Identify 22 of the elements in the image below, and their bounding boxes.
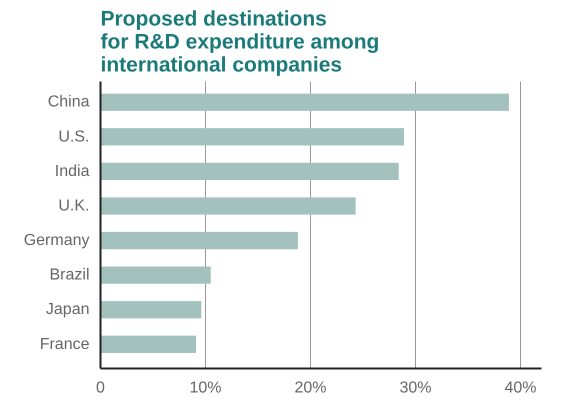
x-tick-label: 0 xyxy=(96,380,106,396)
y-tick-label: U.S. xyxy=(58,128,90,146)
y-tick-label: U.K. xyxy=(58,197,90,214)
bar xyxy=(100,94,509,111)
x-tick-label: 10% xyxy=(189,380,222,396)
y-tick-label: Germany xyxy=(24,232,90,250)
bar xyxy=(100,232,298,250)
x-tick-label: 20% xyxy=(294,380,327,396)
bar xyxy=(100,197,356,215)
bar xyxy=(100,266,211,284)
bar xyxy=(100,128,404,146)
y-tick-label: Japan xyxy=(46,301,90,318)
y-tick-label: Brazil xyxy=(49,266,90,284)
y-tick-label: China xyxy=(48,94,90,111)
bar xyxy=(100,301,202,318)
chart-title: Proposed destinations for R&D expenditure among international companies xyxy=(100,8,380,76)
x-tick-label: 30% xyxy=(399,380,432,396)
x-tick-label: 40% xyxy=(504,380,537,396)
bar xyxy=(100,162,399,180)
y-tick-label: France xyxy=(40,336,90,353)
bar xyxy=(100,336,196,353)
y-tick-label: India xyxy=(54,162,90,180)
